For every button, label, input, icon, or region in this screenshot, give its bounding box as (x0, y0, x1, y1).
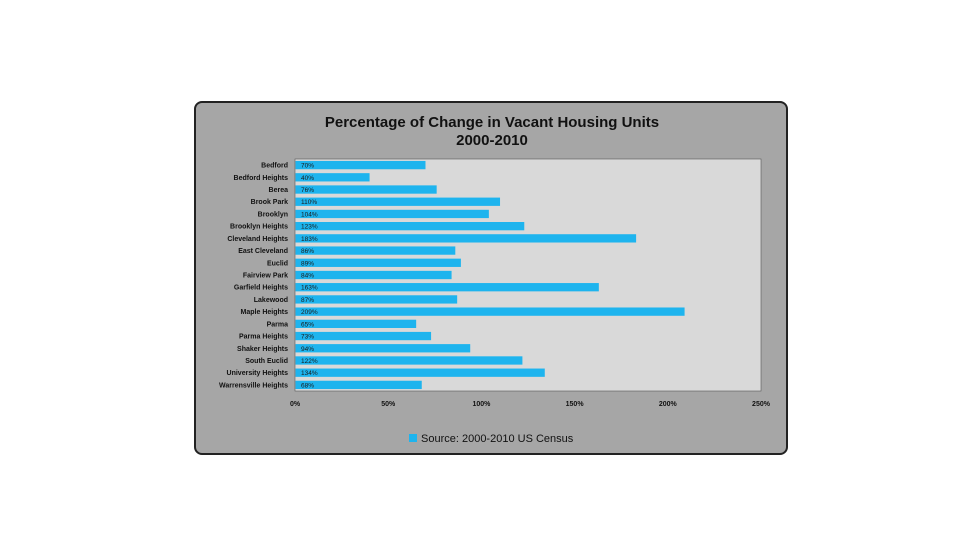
bar-east-cleveland (295, 246, 456, 255)
bar-bedford (295, 160, 426, 170)
data-label: 94% (301, 346, 314, 353)
category-label: Fairview Park (243, 273, 288, 280)
data-label: 163% (301, 285, 318, 292)
x-axis-ticks: 0% 50% 100% 150% 200% 250% (290, 401, 771, 408)
data-label: 104% (301, 211, 318, 218)
data-labels: 70% 40% 76% 110% 104% 123% 183% 86% 89% 84% 163% 87… (301, 163, 318, 390)
bar-south-euclid (295, 356, 523, 365)
data-label: 65% (301, 321, 314, 328)
x-tick-label: 200% (659, 401, 678, 408)
category-label: Euclid (267, 260, 288, 267)
bar-shaker-heights (295, 344, 471, 353)
bar-brook-park (295, 197, 501, 206)
data-label: 87% (301, 297, 314, 304)
data-label: 110% (301, 199, 317, 206)
bar-cleveland-heights (295, 234, 637, 243)
category-label: University Heights (227, 370, 289, 377)
data-label: 68% (301, 382, 314, 389)
data-label: 84% (301, 273, 314, 280)
bar-maple-heights (295, 307, 685, 316)
bar-parma-heights (295, 331, 432, 341)
data-label: 123% (301, 224, 318, 231)
data-label: 122% (301, 358, 318, 365)
data-label: 183% (301, 236, 318, 243)
category-label: Parma Heights (239, 334, 288, 341)
bar-university-heights (295, 368, 545, 377)
category-label: Brooklyn (258, 211, 288, 218)
bar-parma (295, 319, 417, 328)
category-label: Parma (267, 321, 289, 328)
category-label: Garfield Heights (234, 285, 288, 292)
bar-berea (295, 185, 437, 194)
bar-brooklyn (295, 209, 489, 219)
chart-title-line-1: Percentage of Change in Vacant Housing U… (325, 114, 659, 131)
x-tick-label: 100% (472, 401, 491, 408)
bar-garfield-heights (295, 283, 599, 292)
category-label: Shaker Heights (237, 346, 288, 353)
x-tick-label: 150% (566, 401, 585, 408)
chart-svg: Percentage of Change in Vacant Housing U… (219, 114, 771, 445)
data-label: 70% (301, 163, 314, 170)
bar-warrensville-heights (295, 380, 422, 390)
bar-fairview-park (295, 270, 452, 280)
category-label: Berea (269, 187, 289, 194)
category-label: Brook Park (251, 199, 288, 206)
category-label: Brooklyn Heights (230, 224, 288, 231)
data-label: 73% (301, 334, 314, 341)
category-label: Lakewood (254, 297, 288, 304)
chart-title-line-2: 2000-2010 (456, 132, 528, 149)
chart-frame: Percentage of Change in Vacant Housing U… (194, 101, 788, 455)
x-tick-label: 0% (290, 401, 301, 408)
bar-brooklyn-heights (295, 222, 525, 231)
category-labels: Bedford Bedford Heights Berea Brook Park Bro… (219, 163, 288, 390)
category-label: South Euclid (245, 358, 288, 365)
bar-euclid (295, 258, 461, 267)
bars-group (295, 160, 685, 390)
legend-swatch (409, 434, 417, 442)
x-tick-label: 250% (752, 401, 771, 408)
data-label: 89% (301, 260, 314, 267)
bar-lakewood (295, 295, 458, 304)
category-label: Bedford Heights (234, 175, 289, 182)
category-label: Bedford (261, 163, 288, 170)
data-label: 209% (301, 309, 318, 316)
data-label: 40% (301, 175, 314, 182)
category-label: Cleveland Heights (227, 236, 288, 243)
data-label: 86% (301, 248, 314, 255)
category-label: Maple Heights (241, 309, 289, 316)
category-label: East Cleveland (238, 248, 288, 255)
category-label: Warrensville Heights (219, 382, 288, 389)
legend: Source: 2000-2010 US Census (409, 433, 574, 445)
data-label: 76% (301, 187, 314, 194)
legend-label: Source: 2000-2010 US Census (421, 433, 574, 445)
data-label: 134% (301, 370, 318, 377)
x-tick-label: 50% (381, 401, 396, 408)
bar-bedford-heights (295, 173, 370, 182)
